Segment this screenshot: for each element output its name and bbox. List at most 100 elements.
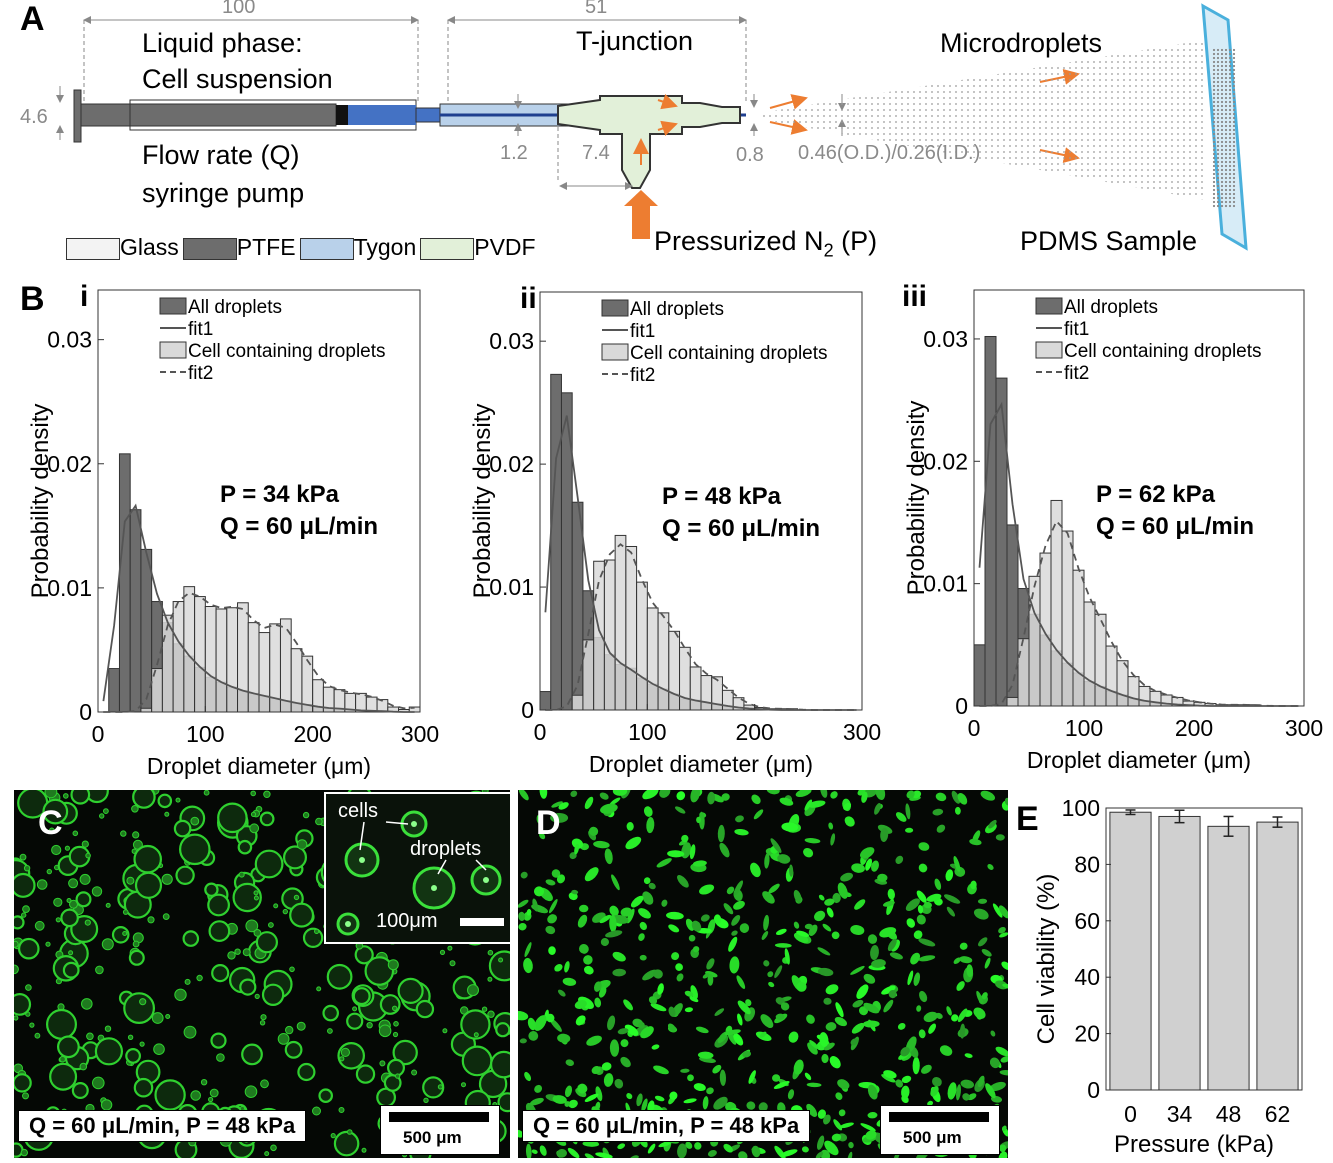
cell <box>599 792 609 800</box>
cell <box>804 923 813 930</box>
cell <box>844 816 855 827</box>
cell <box>685 918 695 931</box>
cell <box>779 797 794 806</box>
cell <box>629 1155 639 1158</box>
bar-cell-droplets <box>1028 575 1041 707</box>
droplet <box>173 819 192 838</box>
droplet <box>91 886 103 897</box>
droplet <box>296 1021 306 1031</box>
bar-cell-droplets <box>679 646 691 711</box>
cell <box>598 986 607 998</box>
cell <box>706 958 715 970</box>
cell <box>816 1135 825 1150</box>
bar-cell-droplets <box>603 559 616 711</box>
cell <box>919 990 928 1003</box>
cell <box>830 791 838 799</box>
cell <box>881 1074 896 1083</box>
inset-pointer <box>359 821 365 851</box>
droplet <box>57 1035 80 1059</box>
bar-cell-droplets <box>215 608 228 713</box>
droplet <box>79 1062 88 1071</box>
cell <box>804 838 821 844</box>
cell <box>620 907 633 917</box>
droplet <box>131 804 139 813</box>
cell <box>962 1093 970 1101</box>
cell <box>751 794 761 805</box>
droplet <box>34 1032 41 1039</box>
legend-label: fit2 <box>630 365 655 386</box>
x-tick-label: 100 <box>628 719 666 745</box>
cell <box>906 918 916 928</box>
cell <box>867 1111 878 1119</box>
cell <box>917 905 924 914</box>
syringe-plunger-cap <box>73 89 82 143</box>
droplet <box>264 1151 270 1157</box>
droplet <box>393 1021 399 1027</box>
material-legend-item: PTFE <box>182 234 296 260</box>
droplet <box>85 852 91 859</box>
droplet <box>245 919 259 933</box>
cell <box>667 1023 676 1032</box>
cell <box>871 860 879 872</box>
viability-bar <box>1158 815 1201 1091</box>
cell <box>864 790 878 798</box>
cell <box>545 879 556 886</box>
droplet <box>498 957 504 963</box>
droplet <box>239 978 257 996</box>
cell <box>668 924 680 933</box>
cell <box>874 803 881 815</box>
cell <box>947 1082 957 1100</box>
droplet <box>75 891 92 908</box>
cell <box>584 796 594 810</box>
cell <box>880 827 889 842</box>
droplet <box>259 811 275 827</box>
droplet <box>200 1079 208 1086</box>
bar-cell-droplets <box>1039 552 1052 707</box>
droplet <box>394 1073 401 1079</box>
cell <box>825 984 839 995</box>
cell <box>653 1065 669 1075</box>
cell <box>883 999 894 1013</box>
x-tick-label: 100 <box>1065 715 1103 741</box>
pressure-annotation: P = 34 kPa <box>220 481 340 508</box>
cell <box>761 931 769 940</box>
cell <box>768 981 775 988</box>
cell <box>702 1096 709 1110</box>
cell <box>600 937 609 947</box>
droplet <box>182 930 200 947</box>
cell <box>865 858 873 871</box>
cell <box>936 824 946 833</box>
cell <box>906 790 915 799</box>
droplet <box>253 929 262 937</box>
cell <box>959 956 973 964</box>
panel-c-letter: C <box>38 804 63 842</box>
cell <box>638 933 645 941</box>
x-axis-label: Droplet diameter (μm) <box>147 753 371 779</box>
cell <box>992 903 1003 918</box>
cell <box>1000 1056 1008 1063</box>
droplet <box>497 1092 510 1113</box>
cell <box>773 1081 790 1089</box>
cell <box>614 1078 624 1089</box>
cell <box>957 792 968 805</box>
cell <box>557 989 566 997</box>
droplet <box>490 1050 510 1079</box>
cell <box>659 790 671 798</box>
bar-cell-droplets <box>636 581 648 711</box>
droplet <box>210 1032 227 1049</box>
cell <box>951 790 961 804</box>
cell <box>966 964 974 978</box>
bar-cell-droplets <box>1105 645 1118 707</box>
droplet <box>164 811 170 817</box>
droplet <box>151 1012 164 1024</box>
droplet <box>354 945 374 965</box>
cell <box>692 860 707 867</box>
cell <box>939 1045 953 1056</box>
droplet <box>340 1047 350 1057</box>
legend-swatch <box>182 237 237 260</box>
cell <box>523 957 533 974</box>
pdms-sample-label: PDMS Sample <box>1020 226 1198 256</box>
legend-label: fit2 <box>1064 363 1089 384</box>
cell <box>640 1026 654 1039</box>
droplet <box>104 1025 112 1032</box>
